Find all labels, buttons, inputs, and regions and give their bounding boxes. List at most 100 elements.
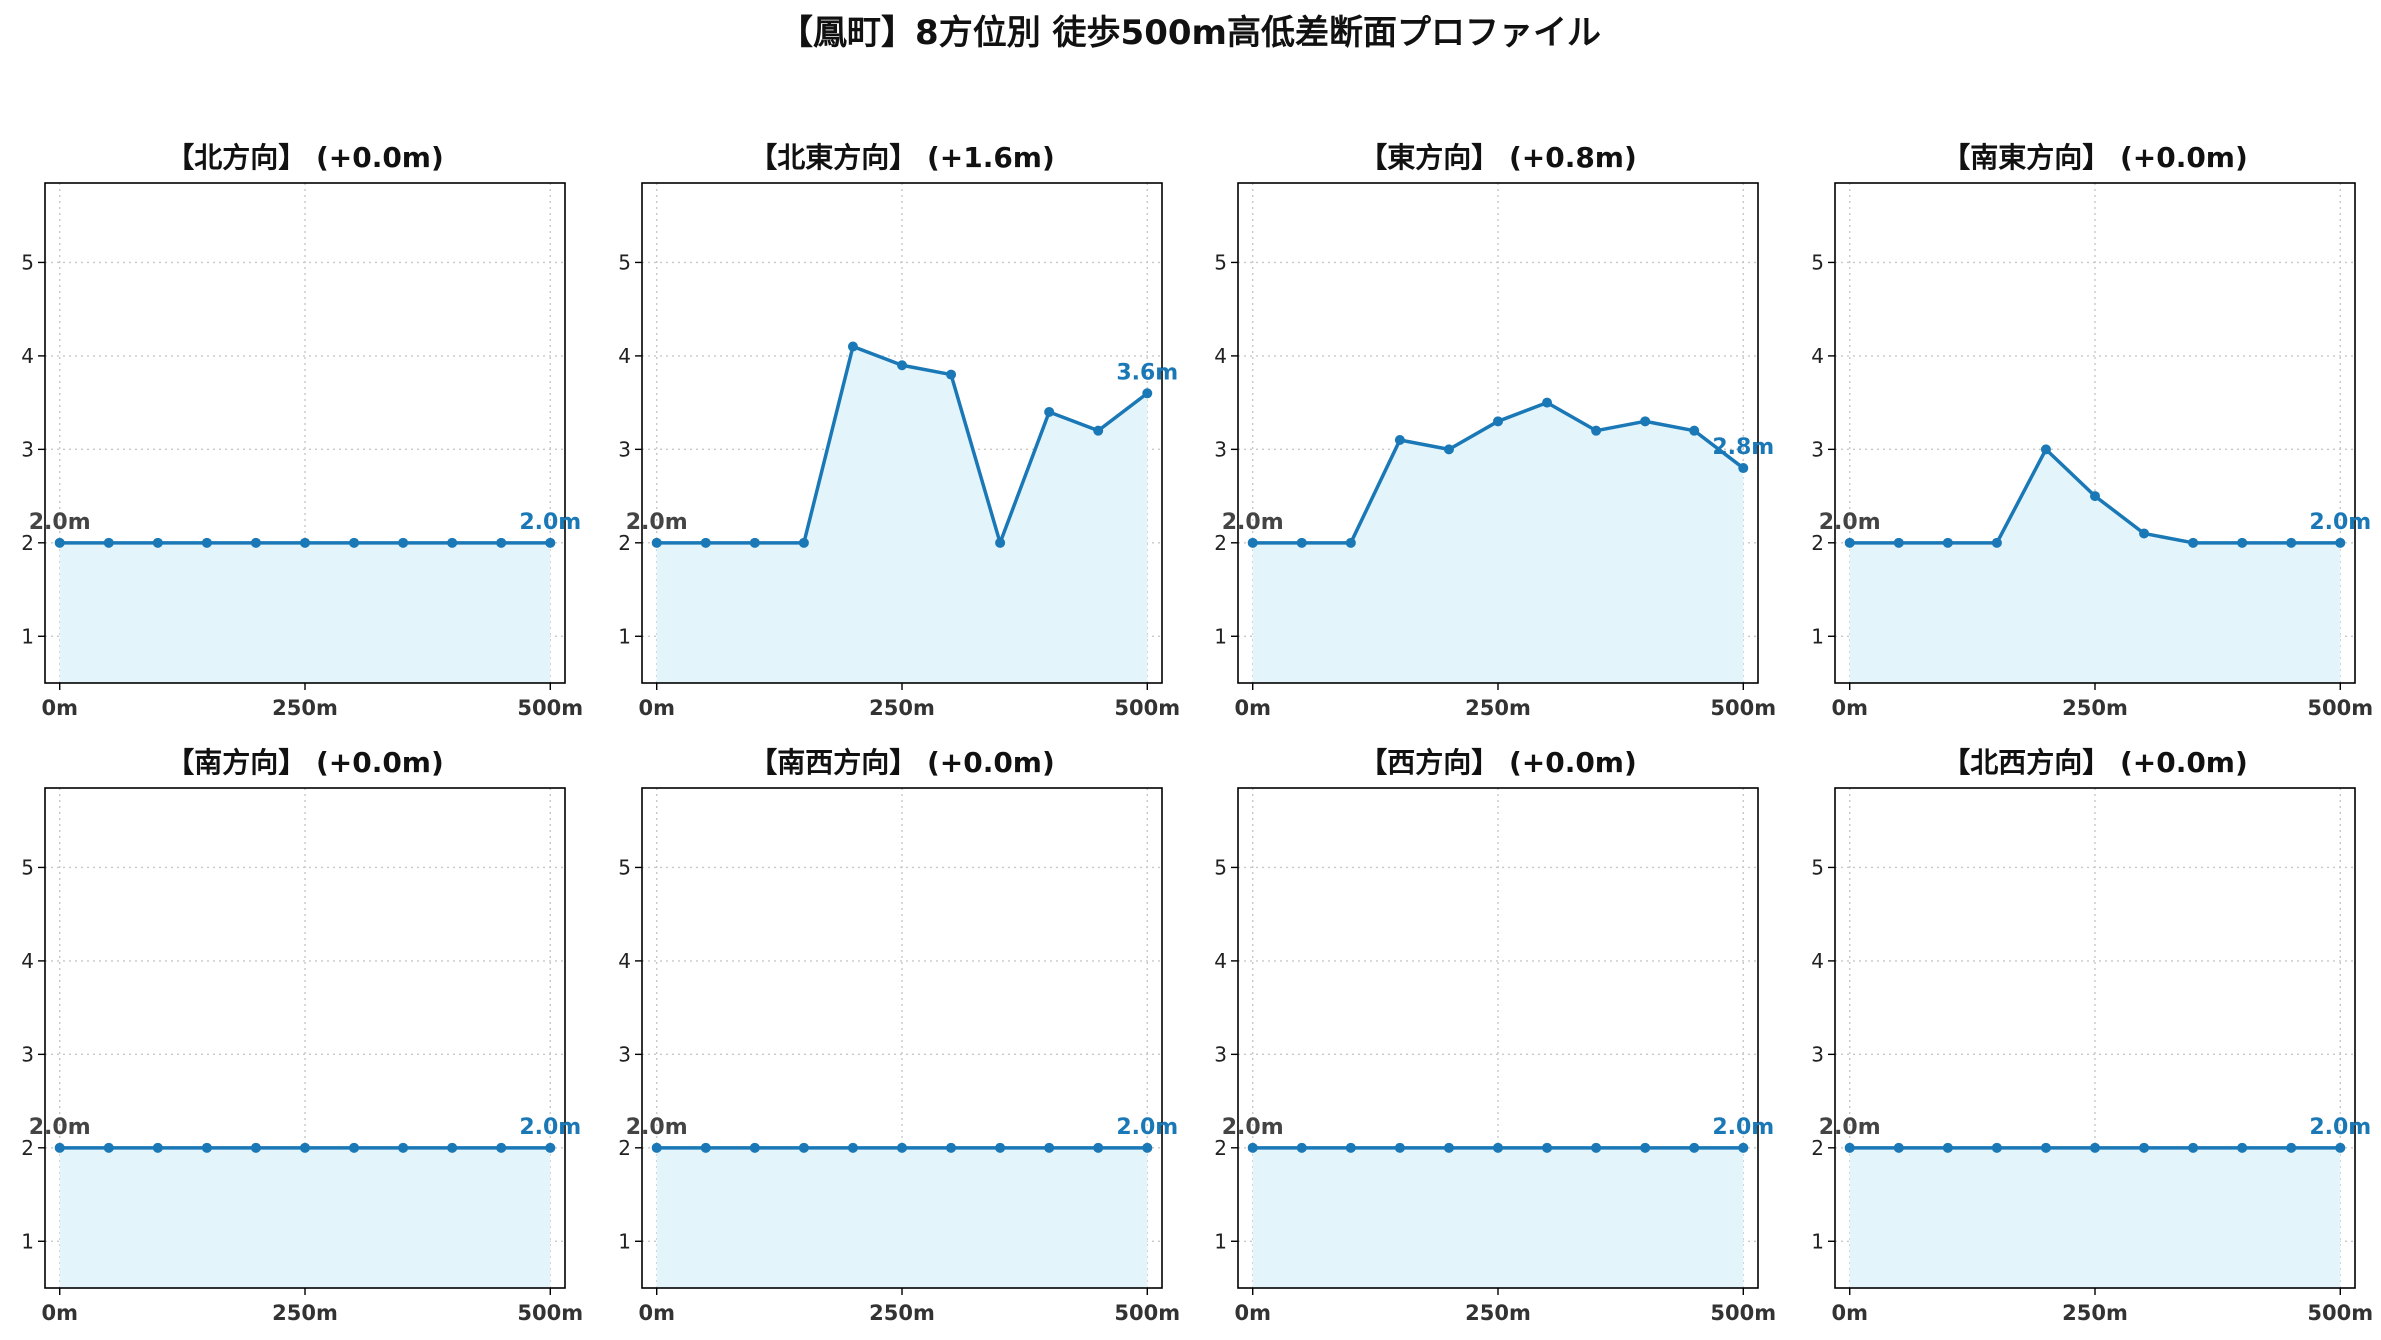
data-point xyxy=(1345,1142,1356,1153)
profile-area xyxy=(1849,449,2341,683)
x-tick-label: 500m xyxy=(1114,696,1180,720)
y-tick-label: 4 xyxy=(1214,949,1227,973)
start-value-label: 2.0m xyxy=(1222,510,1284,535)
data-point xyxy=(1640,1142,1651,1153)
y-tick-label: 5 xyxy=(21,250,34,274)
y-tick-label: 4 xyxy=(1811,344,1824,368)
y-tick-label: 1 xyxy=(21,1229,34,1253)
data-point xyxy=(2286,537,2297,548)
x-tick-label: 0m xyxy=(1234,1301,1271,1325)
data-point xyxy=(1443,444,1454,455)
data-point xyxy=(103,1142,114,1153)
profile-area xyxy=(656,1147,1148,1288)
data-point xyxy=(54,537,65,548)
x-tick-label: 500m xyxy=(2307,1301,2373,1325)
data-point xyxy=(2188,537,2199,548)
profile-area xyxy=(59,542,551,683)
y-tick-label: 1 xyxy=(1811,624,1824,648)
y-tick-label: 1 xyxy=(618,1229,631,1253)
y-tick-label: 2 xyxy=(1811,531,1824,555)
data-point xyxy=(1738,1142,1749,1153)
data-point xyxy=(1591,1142,1602,1153)
x-tick-label: 0m xyxy=(1831,1301,1868,1325)
panel-2: 【東方向】 (+0.8m) 1 2 3 4 5 0m 250m 500m 2.0m 2.8m xyxy=(1214,141,1776,720)
data-point xyxy=(496,1142,507,1153)
end-value-label: 2.0m xyxy=(2309,1115,2371,1140)
profile-area xyxy=(1252,1147,1744,1288)
y-tick-label: 1 xyxy=(21,624,34,648)
y-tick-label: 1 xyxy=(1811,1229,1824,1253)
data-point xyxy=(1142,1142,1153,1153)
start-value-label: 2.0m xyxy=(1222,1115,1284,1140)
data-point xyxy=(2139,528,2150,539)
x-tick-label: 0m xyxy=(638,1301,675,1325)
y-tick-label: 4 xyxy=(21,949,34,973)
data-point xyxy=(749,1142,760,1153)
data-point xyxy=(897,360,907,371)
data-point xyxy=(1394,435,1405,446)
y-tick-label: 4 xyxy=(1214,344,1227,368)
panel-title: 【東方向】 (+0.8m) xyxy=(1359,141,1637,174)
panel-6: 【西方向】 (+0.0m) 1 2 3 4 5 0m 250m 500m 2.0m 2.0m xyxy=(1214,746,1776,1325)
panel-title: 【南東方向】 (+0.0m) xyxy=(1942,141,2248,174)
panel-1: 【北東方向】 (+1.6m) 1 2 3 4 5 0m 250m 500m 2.0m 3.6m xyxy=(618,141,1180,720)
data-point xyxy=(2237,537,2248,548)
data-point xyxy=(1893,1142,1904,1153)
data-point xyxy=(496,537,507,548)
panel-7: 【北西方向】 (+0.0m) 1 2 3 4 5 0m 250m 500m 2.0m 2.0m xyxy=(1811,746,2373,1325)
start-value-label: 2.0m xyxy=(29,1115,91,1140)
figure-title: 【鳳町】8方位別 徒歩500m高低差断面プロファイル xyxy=(779,13,1601,53)
y-tick-label: 4 xyxy=(21,344,34,368)
data-point xyxy=(995,1142,1006,1153)
data-point xyxy=(946,1142,957,1153)
data-point xyxy=(1844,537,1855,548)
data-point xyxy=(1247,1142,1258,1153)
data-point xyxy=(995,537,1006,548)
data-point xyxy=(2188,1142,2199,1153)
start-value-label: 2.0m xyxy=(1819,1115,1881,1140)
data-point xyxy=(847,341,858,352)
y-tick-label: 3 xyxy=(618,1042,631,1066)
data-point xyxy=(798,537,809,548)
data-point xyxy=(1689,1142,1700,1153)
data-point xyxy=(1247,537,1258,548)
end-value-label: 2.0m xyxy=(2309,510,2371,535)
y-tick-label: 3 xyxy=(1214,437,1227,461)
data-point xyxy=(651,537,662,548)
data-point xyxy=(1591,425,1602,436)
x-tick-label: 0m xyxy=(41,696,78,720)
data-point xyxy=(1093,1142,1104,1153)
data-point xyxy=(201,537,212,548)
x-tick-label: 250m xyxy=(1465,1301,1531,1325)
x-tick-label: 250m xyxy=(2062,1301,2128,1325)
end-value-label: 2.0m xyxy=(519,1115,581,1140)
y-tick-label: 1 xyxy=(1214,1229,1227,1253)
y-tick-label: 2 xyxy=(1214,531,1227,555)
y-tick-label: 1 xyxy=(1214,624,1227,648)
data-point xyxy=(1689,425,1700,436)
data-point xyxy=(1345,537,1356,548)
data-point xyxy=(700,1142,711,1153)
data-point xyxy=(749,537,760,548)
start-value-label: 2.0m xyxy=(626,1115,688,1140)
profile-area xyxy=(656,346,1148,683)
data-point xyxy=(2090,1142,2100,1153)
data-point xyxy=(300,1142,310,1153)
x-tick-label: 500m xyxy=(2307,696,2373,720)
profile-area xyxy=(59,1147,551,1288)
panel-title: 【南方向】 (+0.0m) xyxy=(166,746,444,779)
data-point xyxy=(2335,537,2346,548)
panel-title: 【北東方向】 (+1.6m) xyxy=(749,141,1055,174)
panel-5: 【南西方向】 (+0.0m) 1 2 3 4 5 0m 250m 500m 2.0m 2.0m xyxy=(618,746,1180,1325)
y-tick-label: 5 xyxy=(1214,250,1227,274)
data-point xyxy=(1493,1142,1503,1153)
data-point xyxy=(1738,463,1749,474)
y-tick-label: 5 xyxy=(1214,855,1227,879)
x-tick-label: 250m xyxy=(272,696,338,720)
end-value-label: 3.6m xyxy=(1116,360,1178,385)
data-point xyxy=(1093,425,1104,436)
data-point xyxy=(1640,416,1651,427)
data-point xyxy=(300,537,310,548)
data-point xyxy=(700,537,711,548)
